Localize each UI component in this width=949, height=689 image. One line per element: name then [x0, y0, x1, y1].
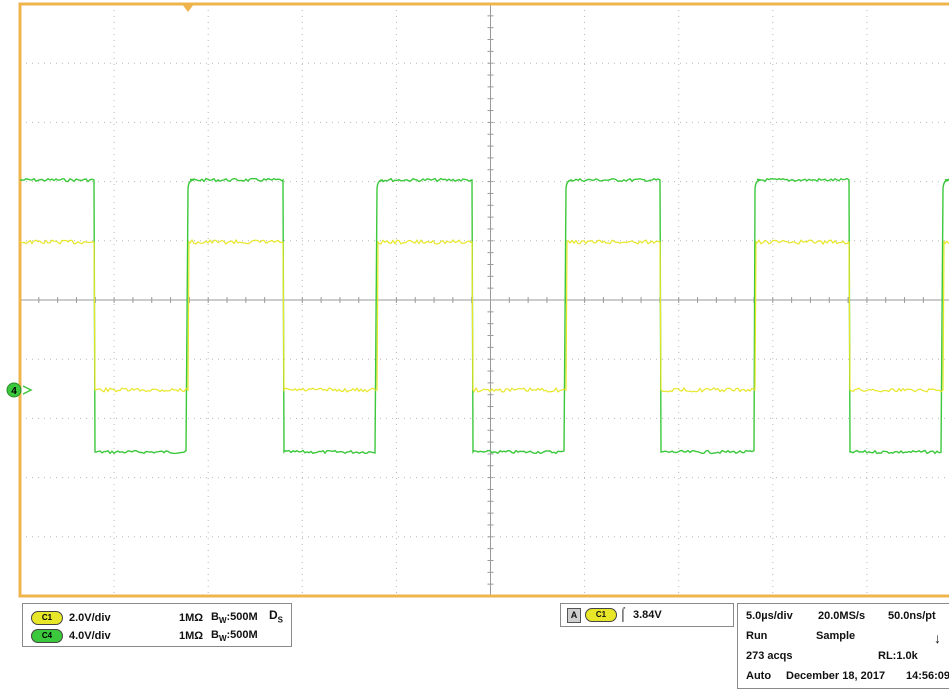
- channel-4-impedance: 1MΩ: [179, 630, 204, 642]
- channel-settings-panel: C1 2.0V/div 1MΩ BW:500M C4 4.0V/div 1MΩ …: [22, 603, 292, 647]
- ground-marker-label: 4: [11, 386, 17, 397]
- channel-1-scale: 2.0V/div: [69, 612, 111, 624]
- graticule: [18, 2, 949, 598]
- channel-1-badge[interactable]: C1: [31, 611, 63, 625]
- channel-4-settings[interactable]: C4 4.0V/div 1MΩ BW:500M: [31, 628, 258, 644]
- graticule-border: [18, 2, 949, 598]
- deskew-indicator: DS: [269, 608, 284, 625]
- channel-4-scale: 4.0V/div: [69, 630, 111, 642]
- trigger-panel[interactable]: A C1 ⌠ 3.84V: [560, 603, 734, 627]
- horizontal-scale: 5.0µs/div: [746, 610, 793, 622]
- date: December 18, 2017: [786, 670, 886, 682]
- time: 14:56:09: [906, 670, 949, 682]
- trigger-mode: Auto: [746, 670, 772, 682]
- acquisition-mode: Sample: [816, 630, 856, 642]
- waveform-display[interactable]: 4: [0, 0, 949, 600]
- rising-edge-icon: ⌠: [619, 606, 627, 621]
- acquisition-panel[interactable]: 5.0µs/div 20.0MS/s 50.0ns/pt Run Sample …: [737, 603, 949, 689]
- channel-1-impedance: 1MΩ: [179, 612, 204, 624]
- channel-4-bandwidth: BW:500M: [211, 628, 258, 644]
- channel-1-trace: [19, 238, 949, 393]
- trigger-channel-badge: C1: [585, 608, 617, 622]
- channel-1-settings[interactable]: C1 2.0V/div 1MΩ BW:500M: [31, 610, 258, 626]
- run-state: Run: [746, 630, 768, 642]
- record-length: RL:1.0k: [878, 650, 918, 662]
- arrow-down-icon: ↓: [934, 630, 941, 646]
- channel-4-ground-marker[interactable]: 4: [6, 382, 33, 398]
- resolution: 50.0ns/pt: [888, 610, 936, 622]
- channel-4-badge[interactable]: C4: [31, 629, 63, 643]
- channel-1-bandwidth: BW:500M: [211, 610, 258, 626]
- channel-4-trace: [20, 177, 949, 455]
- acquisition-count: 273 acqs: [746, 650, 793, 662]
- trigger-level: 3.84V: [633, 609, 662, 621]
- trigger-source-letter: A: [567, 608, 581, 623]
- trigger-position-icon: [182, 4, 194, 12]
- sample-rate: 20.0MS/s: [818, 610, 866, 622]
